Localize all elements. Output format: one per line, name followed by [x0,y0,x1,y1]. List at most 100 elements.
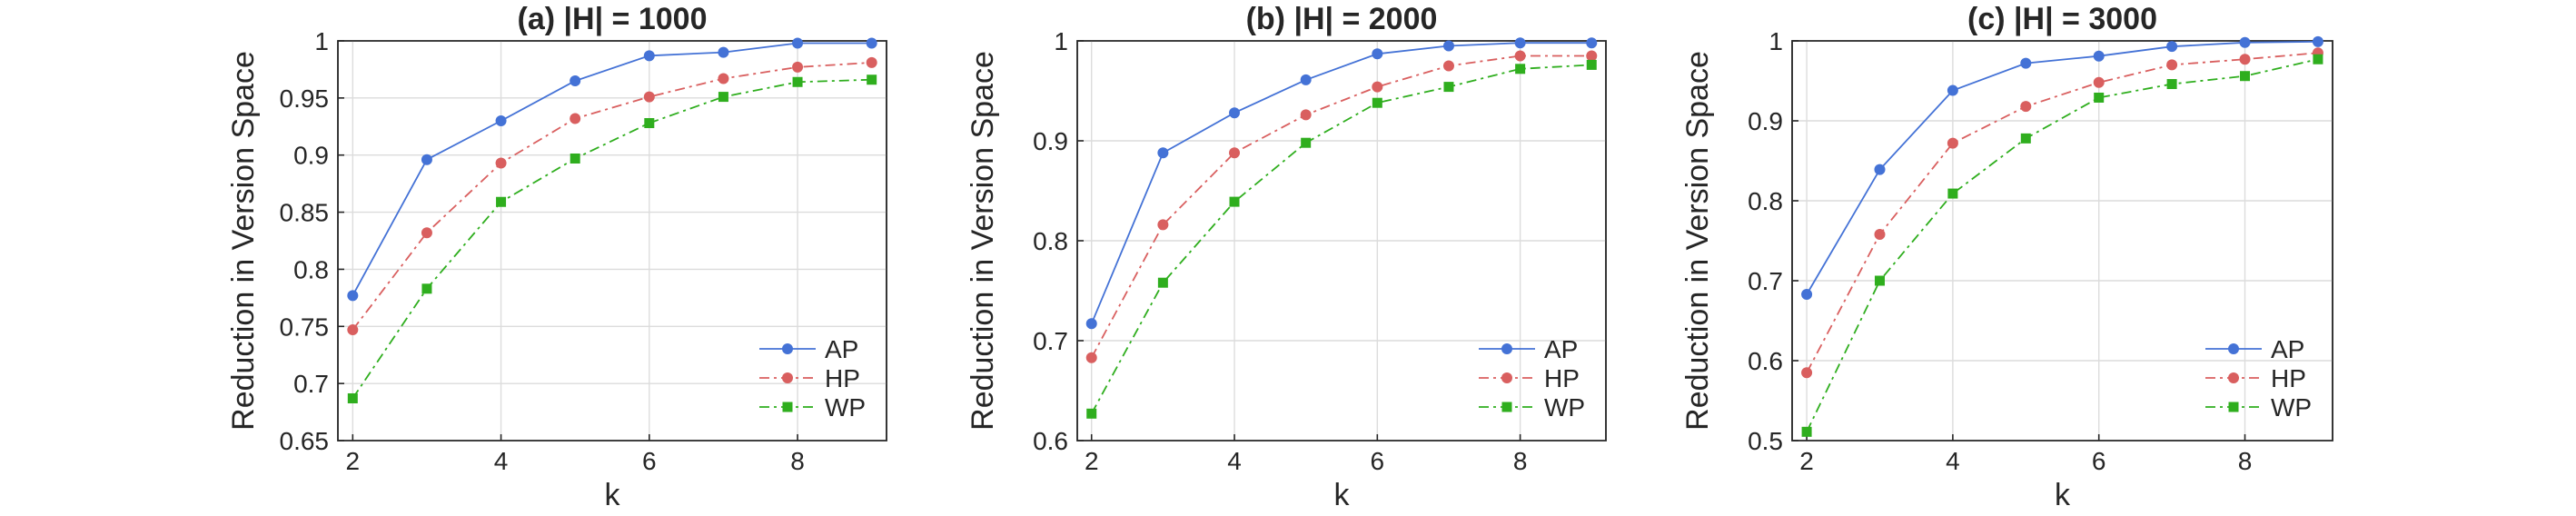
data-point [1801,367,1813,379]
data-point [1372,81,1383,93]
data-point [496,196,507,207]
series-ap [1801,35,2323,300]
data-point [2020,57,2032,69]
data-point [2166,41,2178,53]
y-tick-label: 0.7 [293,370,329,398]
legend-label-wp: WP [825,393,866,422]
y-tick-label: 1 [1769,27,1783,55]
legend-marker [1501,372,1512,383]
data-point [2094,92,2105,103]
data-point [1874,164,1886,175]
x-tick-label: 4 [1227,447,1242,475]
data-point [421,227,432,239]
axes-frame [1791,40,2333,442]
data-point [2093,50,2105,62]
y-axis-label: Reduction in Version Space [966,51,1000,431]
y-tick-label: 0.9 [1748,107,1783,135]
legend-label-wp: WP [1544,393,1585,422]
legend-label-hp: HP [825,364,860,392]
legend-label-hp: HP [1544,364,1580,392]
x-tick-label: 2 [346,447,361,475]
y-tick-label: 0.6 [1033,427,1068,455]
y-tick-label: 0.65 [280,427,330,455]
series-line-hp [1090,55,1592,359]
series-line-hp [352,62,872,331]
data-point [2020,101,2032,113]
x-tick-label: 2 [1085,447,1099,475]
chart-title: (c) |H| = 3000 [1967,2,2157,36]
x-tick-label: 8 [1513,447,1528,475]
data-point [1229,196,1240,207]
data-point [1086,408,1097,419]
data-point [2166,79,2177,90]
data-point [1300,109,1312,121]
x-tick-label: 2 [1799,447,1814,475]
data-point [1586,50,1598,62]
series-ap [347,37,877,302]
data-point [570,113,581,124]
x-tick-label: 8 [790,447,805,475]
data-point [2312,35,2323,47]
data-point [1443,82,1454,93]
data-point [1085,352,1097,363]
y-axis-label: Reduction in Version Space [226,51,261,431]
legend-label-wp: WP [2271,393,2312,422]
y-tick-label: 1 [1054,27,1068,55]
data-point [347,392,358,403]
data-point [347,324,359,336]
series-line-wp [352,78,872,400]
chart-title: (a) |H| = 1000 [518,2,708,36]
data-point [866,37,877,49]
data-point [2239,54,2251,65]
data-point [1801,288,1813,300]
legend-marker [2228,343,2239,354]
x-tick-label: 6 [2092,447,2106,475]
legend-marker [782,372,793,383]
data-point [1514,37,1526,49]
data-point [1801,426,1812,437]
data-point [1301,137,1312,148]
legend-marker [1501,402,1512,412]
data-point [1586,37,1598,49]
series-wp [1086,59,1597,419]
data-point [792,37,804,49]
legend-marker [2228,402,2239,412]
data-point [792,61,804,73]
series-ap [1085,37,1598,330]
y-tick-label: 0.85 [280,199,330,227]
data-point [1229,147,1241,159]
y-tick-label: 0.7 [1748,267,1783,295]
legend-label-ap: AP [2271,335,2304,363]
data-point [792,76,803,87]
x-axis-label: k [605,478,621,512]
y-tick-label: 0.9 [1033,127,1068,155]
series-line-ap [1806,41,2318,295]
data-point [1372,48,1383,60]
data-point [1947,188,1958,199]
series-line-hp [1806,52,2318,373]
data-point [1300,74,1312,85]
plot-area [1791,40,2333,442]
y-tick-label: 0.8 [1033,227,1068,255]
data-point [421,283,432,294]
y-axis-label: Reduction in Version Space [1680,51,1715,431]
data-point [2093,76,2105,88]
x-axis-label: k [2055,478,2071,512]
series-wp [1801,54,2323,437]
data-point [1442,40,1454,52]
y-tick-label: 0.8 [1748,187,1783,215]
y-tick-label: 0.75 [280,313,330,341]
x-tick-label: 8 [2238,447,2253,475]
series-line-ap [352,42,872,296]
series-line-ap [1090,42,1592,324]
data-point [570,75,581,86]
data-point [2239,36,2251,48]
data-point [495,157,507,169]
y-tick-label: 1 [314,27,329,55]
data-point [718,92,728,103]
legend-marker [782,343,793,354]
